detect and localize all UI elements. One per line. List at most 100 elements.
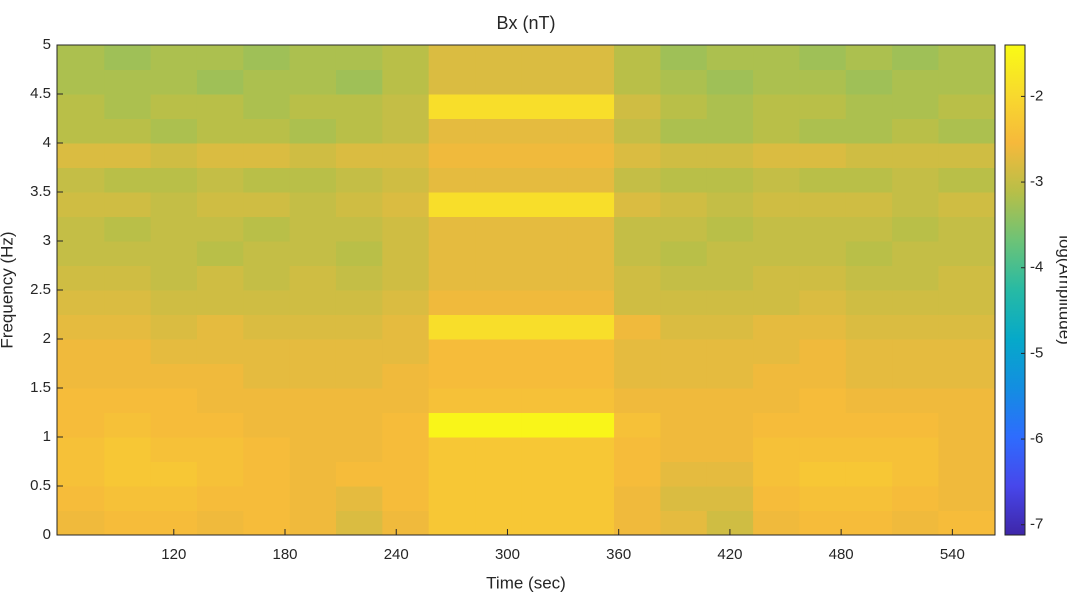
heatmap-cell (475, 216, 522, 242)
heatmap-cell (938, 290, 996, 315)
heatmap-cell (104, 69, 152, 95)
x-tick-label: 420 (717, 546, 742, 563)
heatmap-cell (892, 314, 939, 340)
heatmap-cell (845, 94, 893, 119)
heatmap-cell (660, 339, 708, 364)
heatmap-cell (799, 363, 847, 389)
heatmap-cell (706, 388, 754, 413)
heatmap-cell (614, 339, 661, 364)
heatmap-cell (196, 265, 244, 291)
heatmap-cell (104, 143, 152, 168)
x-tick-label: 300 (495, 546, 520, 563)
heatmap-cell (289, 265, 337, 291)
heatmap-cell (521, 192, 569, 217)
heatmap-cell (382, 118, 430, 144)
heatmap-cell (706, 363, 754, 389)
heatmap-cell (243, 388, 291, 413)
heatmap-cell (845, 45, 893, 70)
heatmap-cell (196, 461, 244, 487)
heatmap-cell (475, 167, 522, 193)
heatmap-cell (845, 314, 893, 340)
heatmap-cell (845, 412, 893, 438)
heatmap-cell (104, 339, 152, 364)
heatmap-cell (521, 45, 569, 70)
heatmap-cell (567, 265, 615, 291)
heatmap-cell (335, 461, 383, 487)
x-axis-label: Time (sec) (486, 573, 566, 592)
heatmap-cell (475, 290, 522, 315)
heatmap-cell (938, 45, 996, 70)
heatmap-cell (938, 216, 996, 242)
heatmap-cell (892, 290, 939, 315)
heatmap-cell (753, 339, 800, 364)
heatmap-cell (799, 486, 847, 511)
heatmap-cell (706, 314, 754, 340)
heatmap-cell (196, 167, 244, 193)
heatmap-cell (799, 412, 847, 438)
heatmap-cell (753, 461, 800, 487)
heatmap-cell (938, 437, 996, 462)
heatmap-cell (243, 314, 291, 340)
heatmap-cell (521, 94, 569, 119)
heatmap-cell (614, 486, 661, 511)
heatmap-cell (799, 216, 847, 242)
heatmap-cell (799, 118, 847, 144)
heatmap-cell (428, 45, 476, 70)
heatmap-cell (428, 412, 476, 438)
heatmap-cell (196, 192, 244, 217)
heatmap-cell (382, 241, 430, 266)
heatmap-cell (428, 339, 476, 364)
heatmap-cell (104, 290, 152, 315)
heatmap-cell (938, 69, 996, 95)
heatmap-cell (57, 143, 105, 168)
heatmap-cell (845, 486, 893, 511)
heatmap-cell (892, 388, 939, 413)
heatmap-cell (938, 143, 996, 168)
heatmap-cell (243, 486, 291, 511)
heatmap-cell (660, 510, 708, 536)
heatmap-cell (104, 510, 152, 536)
colorbar-tick-label: -7 (1030, 516, 1043, 533)
heatmap-cell (335, 388, 383, 413)
heatmap-cell (892, 94, 939, 119)
heatmap-cell (706, 486, 754, 511)
heatmap-cell (57, 45, 105, 70)
x-tick-label: 360 (606, 546, 631, 563)
heatmap-cell (706, 45, 754, 70)
heatmap-cell (104, 486, 152, 511)
heatmap-cell (335, 94, 383, 119)
heatmap-cell (521, 486, 569, 511)
heatmap-cell (289, 461, 337, 487)
heatmap-cell (289, 216, 337, 242)
heatmap-cell (428, 69, 476, 95)
heatmap-cell (660, 461, 708, 487)
heatmap-cell (753, 45, 800, 70)
y-tick-label: 1.5 (30, 379, 51, 396)
colorbar-tick-label: -5 (1030, 344, 1043, 361)
heatmap-cell (614, 363, 661, 389)
heatmap-cell (938, 461, 996, 487)
heatmap-cell (614, 241, 661, 266)
heatmap-cell (614, 45, 661, 70)
heatmap-cell (753, 486, 800, 511)
heatmap-cell (892, 216, 939, 242)
y-tick-label: 5 (43, 36, 51, 53)
heatmap-cell (57, 241, 105, 266)
heatmap-cell (521, 363, 569, 389)
heatmap-cell (567, 167, 615, 193)
heatmap-cell (753, 241, 800, 266)
heatmap-cell (57, 339, 105, 364)
heatmap-cell (475, 314, 522, 340)
heatmap-cell (475, 118, 522, 144)
heatmap-cell (799, 388, 847, 413)
heatmap-cell (243, 265, 291, 291)
heatmap-cell (567, 241, 615, 266)
heatmap-cell (614, 216, 661, 242)
heatmap-cell (289, 339, 337, 364)
heatmap-cell (243, 241, 291, 266)
heatmap-cell (289, 167, 337, 193)
heatmap-cell (104, 167, 152, 193)
heatmap-cell (150, 167, 198, 193)
heatmap-cell (938, 192, 996, 217)
heatmap-cell (150, 241, 198, 266)
